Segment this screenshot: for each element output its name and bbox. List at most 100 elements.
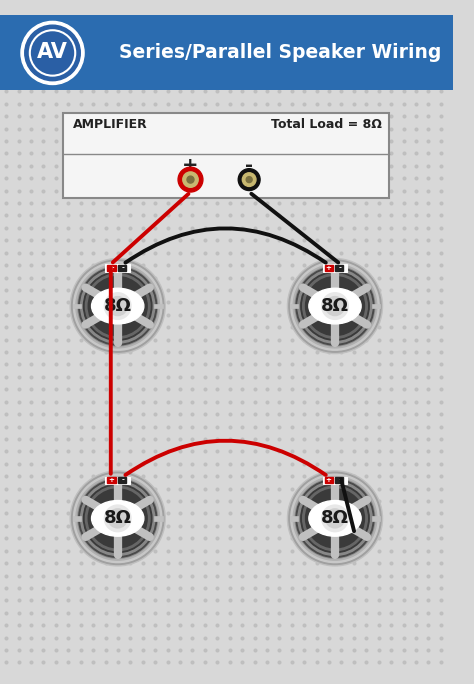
Circle shape xyxy=(88,489,147,548)
Circle shape xyxy=(187,176,194,183)
Circle shape xyxy=(289,260,381,352)
Circle shape xyxy=(295,478,375,558)
Circle shape xyxy=(81,269,155,343)
Circle shape xyxy=(72,260,164,352)
Circle shape xyxy=(322,293,348,319)
Text: 8Ω: 8Ω xyxy=(321,510,349,527)
Bar xyxy=(105,264,130,272)
Circle shape xyxy=(83,484,152,553)
Circle shape xyxy=(108,297,127,315)
Circle shape xyxy=(301,484,369,553)
Circle shape xyxy=(108,509,127,528)
Text: 8Ω: 8Ω xyxy=(104,297,132,315)
Circle shape xyxy=(78,478,158,558)
Text: Total Load = 8Ω: Total Load = 8Ω xyxy=(271,118,382,131)
Bar xyxy=(64,114,389,198)
Circle shape xyxy=(183,172,198,187)
Text: +: + xyxy=(182,156,199,175)
Circle shape xyxy=(326,509,345,528)
Circle shape xyxy=(76,264,160,348)
Bar xyxy=(372,304,380,308)
Circle shape xyxy=(296,267,374,345)
Bar xyxy=(336,265,343,271)
Bar xyxy=(155,304,163,308)
Text: AMPLIFIER: AMPLIFIER xyxy=(73,118,148,131)
Text: -: - xyxy=(245,156,253,175)
Bar xyxy=(118,265,126,271)
Bar xyxy=(290,304,299,308)
Text: +: + xyxy=(108,265,114,271)
Bar xyxy=(290,516,299,521)
Bar xyxy=(325,265,333,271)
Circle shape xyxy=(293,477,377,560)
Text: +: + xyxy=(325,265,331,271)
Circle shape xyxy=(81,482,155,555)
Ellipse shape xyxy=(91,501,144,536)
Circle shape xyxy=(287,259,383,354)
Ellipse shape xyxy=(91,288,144,324)
Bar xyxy=(73,516,81,521)
Circle shape xyxy=(306,489,365,548)
Circle shape xyxy=(306,276,365,336)
Bar xyxy=(155,516,163,521)
Circle shape xyxy=(104,505,131,531)
Circle shape xyxy=(303,274,367,339)
Bar xyxy=(73,304,81,308)
Circle shape xyxy=(326,297,345,315)
Circle shape xyxy=(296,479,374,557)
Text: Series/Parallel Speaker Wiring: Series/Parallel Speaker Wiring xyxy=(119,44,442,62)
Text: 8Ω: 8Ω xyxy=(104,510,132,527)
Bar xyxy=(118,477,126,484)
Bar xyxy=(336,477,343,484)
Text: 8Ω: 8Ω xyxy=(321,297,349,315)
Circle shape xyxy=(298,269,372,343)
Circle shape xyxy=(70,259,165,354)
Circle shape xyxy=(88,276,147,336)
Text: -: - xyxy=(122,477,125,484)
Ellipse shape xyxy=(309,288,361,324)
Circle shape xyxy=(291,474,379,562)
Bar xyxy=(323,264,347,272)
Circle shape xyxy=(295,266,375,346)
Text: AV: AV xyxy=(37,42,68,62)
Circle shape xyxy=(322,505,348,531)
Circle shape xyxy=(242,173,256,187)
Circle shape xyxy=(104,293,131,319)
Text: -: - xyxy=(339,265,342,271)
Bar xyxy=(323,477,347,484)
Bar xyxy=(372,516,380,521)
Circle shape xyxy=(25,25,80,81)
Circle shape xyxy=(298,482,372,555)
Circle shape xyxy=(301,272,369,341)
Circle shape xyxy=(287,471,383,566)
Bar xyxy=(325,477,333,484)
Circle shape xyxy=(79,479,157,557)
Ellipse shape xyxy=(309,501,361,536)
Circle shape xyxy=(246,176,252,183)
Circle shape xyxy=(85,274,150,339)
Bar xyxy=(0,15,453,90)
Text: +: + xyxy=(325,477,331,484)
Bar xyxy=(107,477,116,484)
Text: +: + xyxy=(108,477,114,484)
Circle shape xyxy=(238,169,260,191)
Circle shape xyxy=(293,264,377,348)
Circle shape xyxy=(79,267,157,345)
Circle shape xyxy=(178,167,203,192)
Circle shape xyxy=(73,474,162,562)
Bar xyxy=(105,477,130,484)
Circle shape xyxy=(83,272,152,341)
Circle shape xyxy=(21,21,84,85)
Text: -: - xyxy=(339,477,342,484)
Bar xyxy=(107,265,116,271)
Circle shape xyxy=(70,471,165,566)
Circle shape xyxy=(289,472,381,564)
Circle shape xyxy=(72,472,164,564)
Circle shape xyxy=(291,262,379,350)
Circle shape xyxy=(303,486,367,551)
Circle shape xyxy=(73,262,162,350)
Circle shape xyxy=(76,477,160,560)
Text: -: - xyxy=(122,265,125,271)
Circle shape xyxy=(78,266,158,346)
Circle shape xyxy=(85,486,150,551)
